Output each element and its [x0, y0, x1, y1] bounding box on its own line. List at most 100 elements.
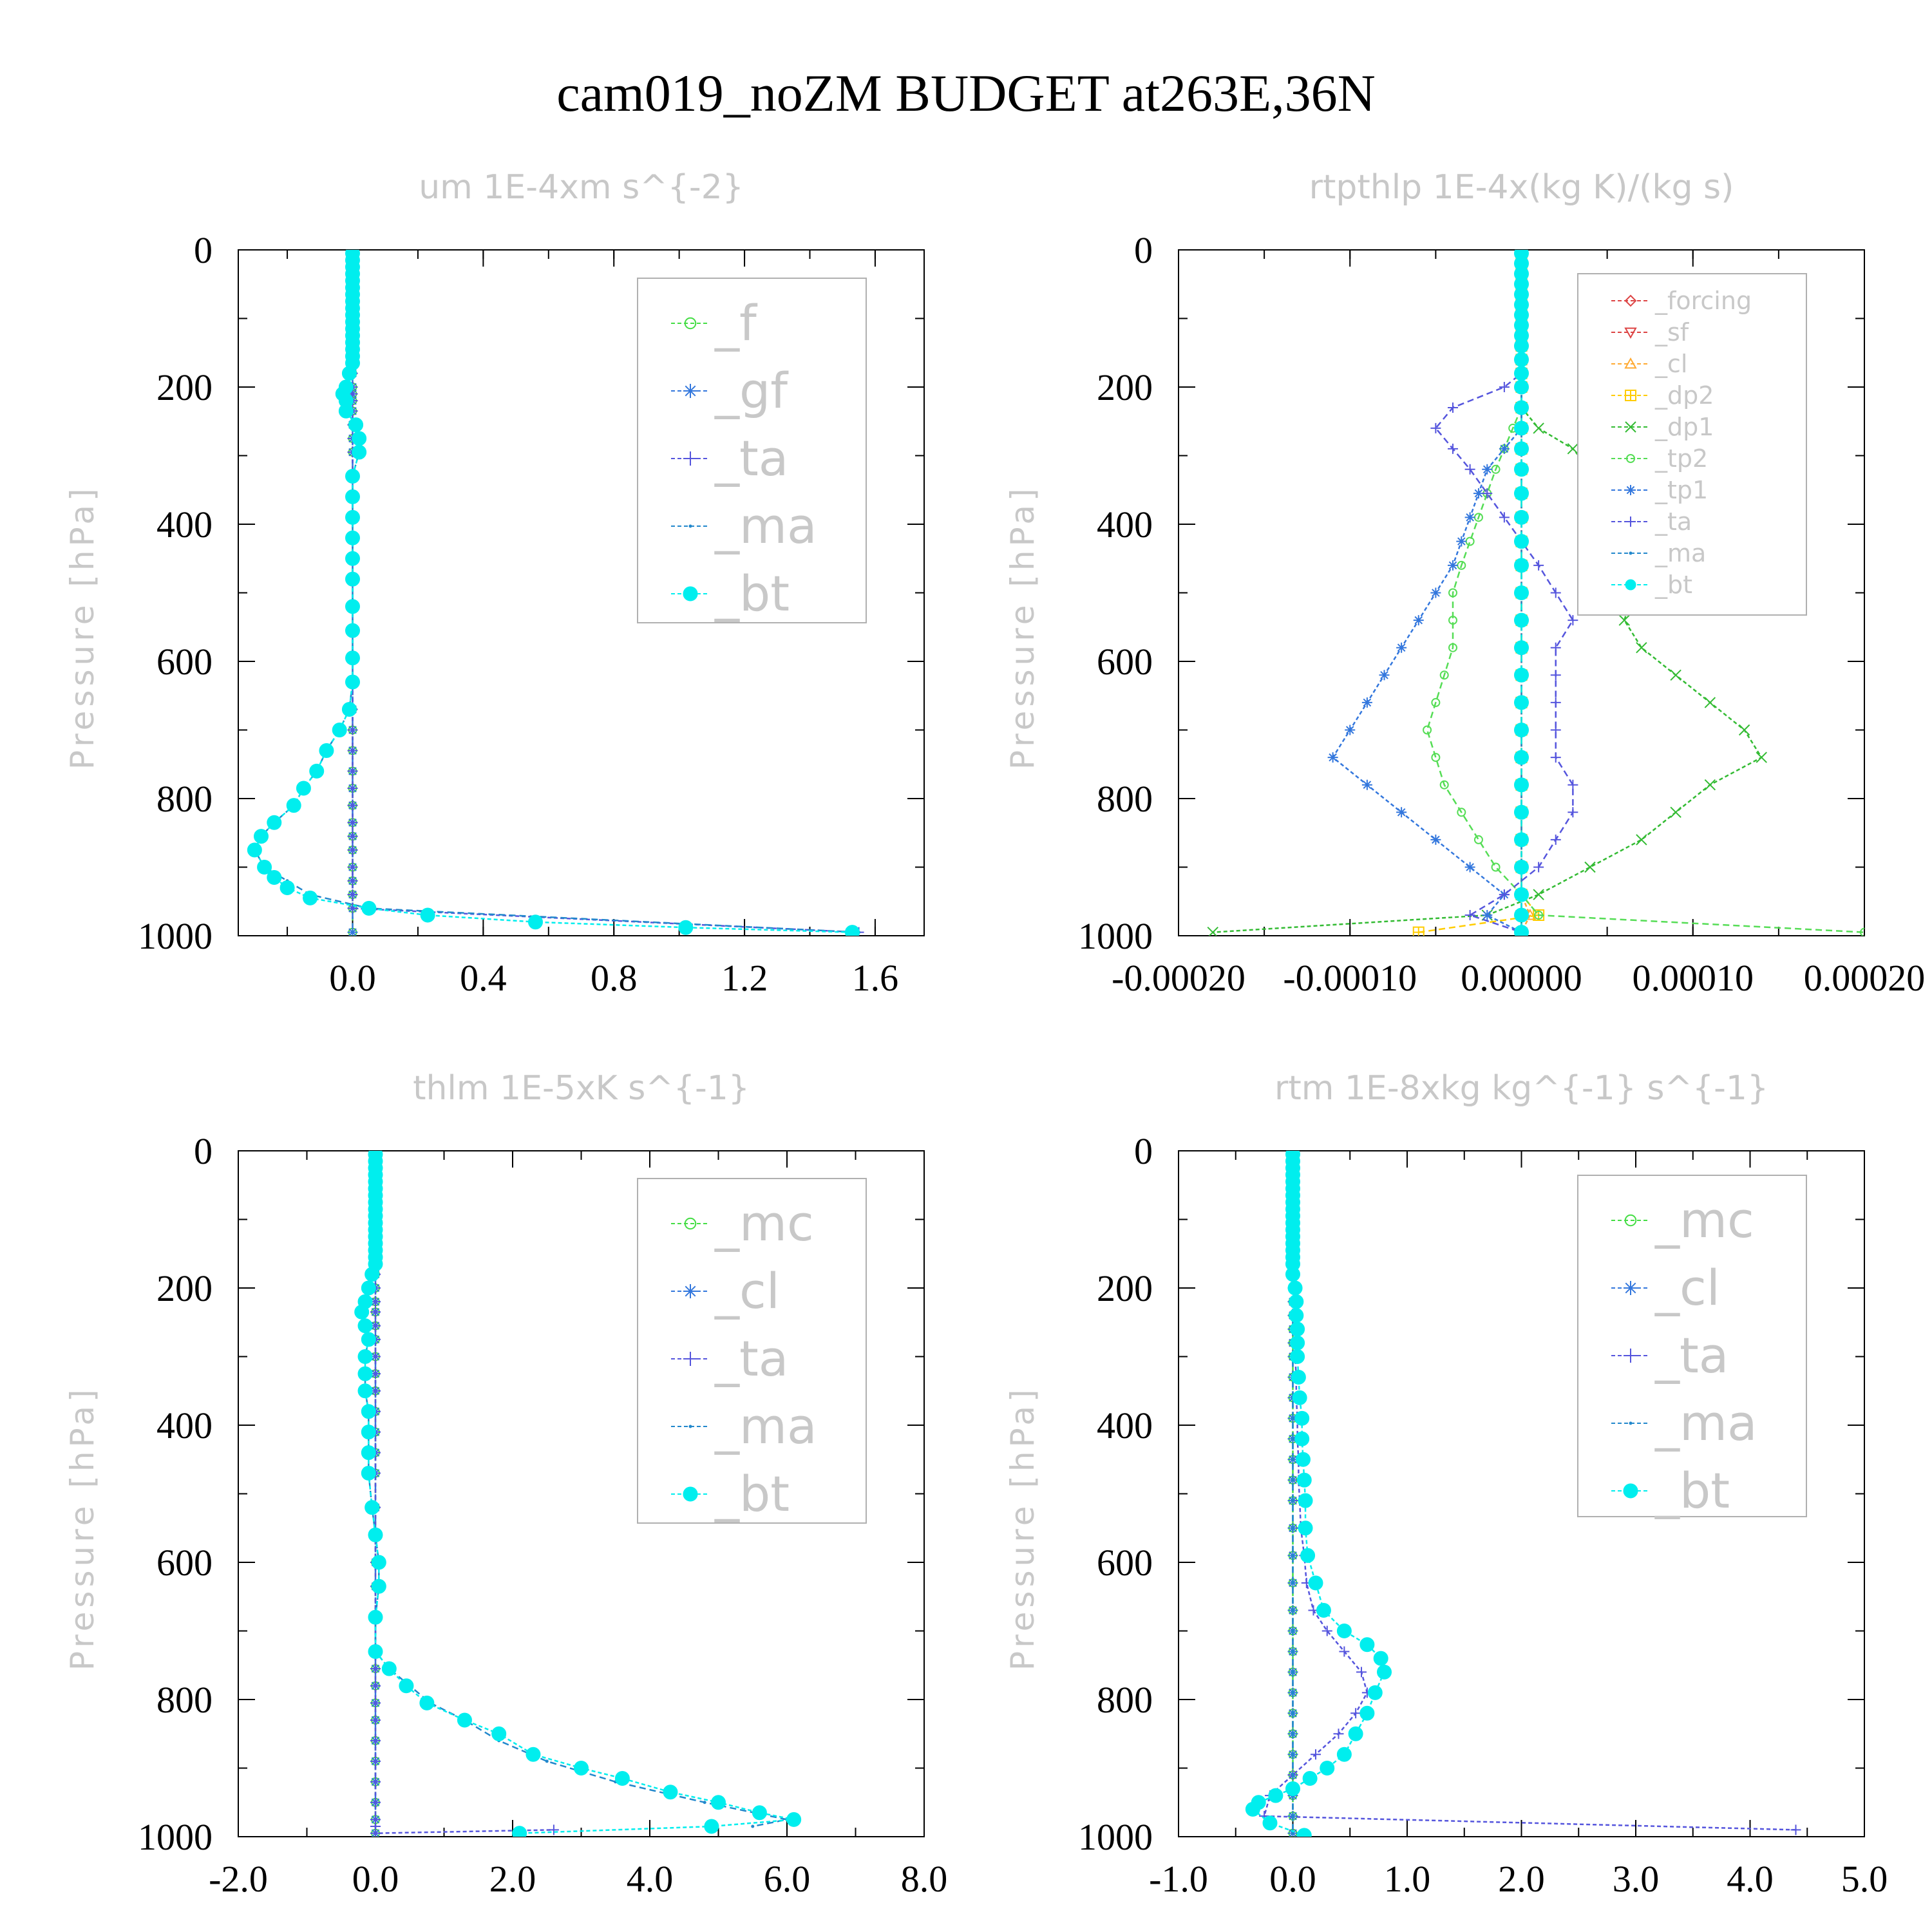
data-point [1291, 1499, 1294, 1502]
data-point [1430, 422, 1441, 433]
legend-entry: _mc [1611, 1191, 1754, 1249]
y-axis-label: Pressure [hPa] [1004, 484, 1041, 770]
y-tick-label: 600 [156, 641, 213, 683]
data-point [1448, 560, 1458, 571]
data-point [1298, 1520, 1313, 1536]
y-tick-label: 600 [156, 1542, 213, 1584]
data-point [1514, 421, 1529, 436]
data-point [1348, 1726, 1363, 1741]
x-tick-label: -0.00010 [1283, 957, 1417, 999]
y-tick-label: 200 [1097, 1267, 1153, 1309]
data-point [345, 509, 360, 525]
data-point [1756, 752, 1767, 763]
data-point [1514, 509, 1529, 525]
legend-marker [1624, 357, 1637, 369]
data-point [1499, 512, 1510, 523]
data-point [1514, 750, 1529, 765]
data-point [420, 907, 435, 923]
data-point [1291, 1752, 1294, 1756]
y-tick-label: 1000 [1078, 1816, 1153, 1858]
x-tick-label: 0.00020 [1804, 957, 1926, 999]
data-point [1291, 1553, 1294, 1557]
data-point [361, 900, 377, 916]
data-point [345, 623, 360, 638]
y-tick-label: 0 [1134, 1130, 1153, 1172]
data-point [345, 650, 360, 666]
data-point [1356, 1667, 1367, 1678]
data-point [1618, 614, 1630, 626]
data-point [347, 889, 358, 900]
data-point [1423, 725, 1432, 735]
series-line [1434, 253, 1574, 933]
y-tick-label: 800 [156, 1679, 213, 1721]
legend-entry: _bt [671, 1465, 790, 1522]
data-point [1533, 862, 1544, 873]
data-point [1359, 1705, 1375, 1721]
data-point [1456, 536, 1467, 547]
legend-entry: _ma [1611, 1394, 1757, 1452]
data-point [361, 1445, 376, 1461]
data-point [1514, 907, 1529, 923]
data-point [319, 743, 334, 758]
y-tick-label: 400 [156, 504, 213, 545]
data-point [1359, 1637, 1375, 1653]
data-point [296, 781, 311, 796]
data-point [332, 723, 347, 737]
data-point [1291, 1437, 1294, 1441]
data-point [1291, 1457, 1294, 1461]
legend-entry: _tp2 [1611, 444, 1708, 473]
data-point [1514, 925, 1529, 936]
legend: _forcing _sf _cl _dp2 _dp1 _tp2 _tp1 _ta _ma _bt [1577, 273, 1807, 616]
legend-label: _mc [714, 1195, 814, 1252]
legend-label: _cl [714, 1262, 780, 1320]
x-tick-label: 5.0 [1841, 1858, 1888, 1900]
data-point [399, 1678, 414, 1694]
legend-marker [1624, 327, 1637, 339]
data-point [1345, 724, 1356, 735]
data-point [1291, 1814, 1294, 1818]
data-point [1316, 1603, 1331, 1618]
data-point [704, 1819, 719, 1834]
legend-label: _cl [1654, 1259, 1720, 1316]
legend-entry: _ta [671, 430, 788, 487]
legend-entry: _ma [671, 497, 817, 554]
data-point [1361, 779, 1372, 790]
data-point [345, 571, 360, 587]
legend-marker [1625, 579, 1636, 591]
data-point [347, 831, 358, 842]
legend-marker [1624, 294, 1637, 307]
data-point [370, 1776, 381, 1787]
data-point [1448, 443, 1458, 454]
x-tick-label: 3.0 [1613, 1858, 1660, 1900]
legend-entry: _bt [671, 565, 790, 622]
data-point [1448, 643, 1457, 652]
data-point [1533, 889, 1544, 900]
data-point [247, 842, 262, 858]
data-point [1285, 1781, 1300, 1796]
data-point [347, 903, 358, 914]
data-point [370, 1756, 381, 1766]
x-tick-label: 0.00000 [1461, 957, 1582, 999]
data-point [1377, 1664, 1392, 1680]
data-point [1514, 695, 1529, 710]
legend-label: _ma [714, 497, 817, 554]
legend: _mc _cl _ta _ma _bt [1577, 1175, 1807, 1519]
data-point [1499, 889, 1510, 900]
x-tick-label: 0.0 [352, 1858, 399, 1900]
data-point [1291, 1416, 1294, 1420]
data-point [1567, 615, 1578, 626]
data-point [1514, 486, 1529, 501]
data-point [371, 1578, 386, 1594]
data-point [663, 1785, 678, 1800]
data-point [1514, 860, 1529, 875]
series-line [1426, 253, 1864, 933]
y-tick-label: 0 [194, 1130, 213, 1172]
series-line [374, 1154, 554, 1834]
data-point [341, 366, 357, 381]
data-point [1298, 1493, 1313, 1508]
data-point [347, 783, 358, 794]
legend-entry: _dp1 [1611, 413, 1714, 441]
data-point [1514, 612, 1529, 628]
data-point [1290, 1335, 1305, 1350]
data-point [1704, 697, 1716, 708]
